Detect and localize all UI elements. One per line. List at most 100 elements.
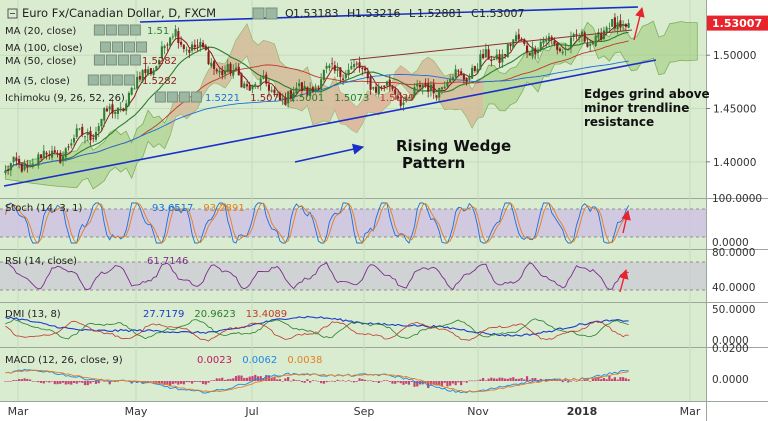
macd-hist-bar-161: [446, 381, 449, 387]
candle-body-183: [506, 43, 509, 58]
candle-body-143: [396, 96, 400, 99]
sub-legend-value-macd-1: 0.0062: [242, 355, 277, 366]
macd-hist-bar-215: [594, 377, 597, 381]
candle-118: [328, 63, 331, 72]
macd-hist-bar-147: [407, 381, 411, 385]
candle-144: [399, 92, 402, 110]
macd-hist-bar-19: [56, 381, 59, 385]
candle-body-66: [185, 49, 188, 51]
macd-hist-bar-165: [457, 381, 460, 383]
macd-hist-bar-189: [523, 379, 526, 381]
macd-hist-bar-182: [503, 378, 507, 381]
candle-body-129: [358, 62, 361, 68]
macd-hist-bar-13: [39, 381, 43, 383]
candle-128: [355, 61, 358, 67]
rsi_axis-tick-0: 80.0000: [712, 247, 755, 259]
macd-hist-bar-219: [605, 379, 608, 381]
macd-hist-bar-63: [177, 381, 180, 385]
stoch-panel: [0, 202, 706, 244]
rsi-band: [0, 262, 706, 290]
candle-136: [377, 82, 380, 98]
candle-body-10: [31, 163, 34, 165]
candle-214: [591, 40, 594, 45]
candle-57: [160, 41, 163, 60]
candle-body-27: [78, 128, 81, 130]
candle-body-101: [281, 98, 284, 100]
macd-hist-bar-89: [248, 376, 251, 381]
candle-body-134: [372, 87, 375, 89]
candle-80: [223, 65, 227, 80]
candle-86: [240, 72, 243, 88]
macd-hist-bar-8: [26, 378, 29, 381]
macd-hist-bar-30: [86, 381, 89, 386]
candle-146: [405, 94, 408, 103]
candle-92: [256, 85, 260, 90]
macd-hist-bar-145: [402, 381, 405, 385]
candle-body-34: [97, 126, 100, 132]
dmi-panel: [5, 315, 629, 342]
macd-hist-bar-119: [331, 380, 334, 382]
macd-hist-bar-142: [394, 381, 397, 384]
macd-hist-bar-74: [207, 381, 210, 383]
collapse-icon[interactable]: [7, 8, 18, 19]
macd-hist-bar-218: [602, 378, 606, 381]
candle-70: [196, 39, 199, 52]
candle-body-225: [622, 25, 625, 26]
candle-body-147: [407, 97, 411, 99]
candle-163: [451, 74, 454, 82]
sub-legend-value-macd-0: 0.0023: [197, 355, 232, 366]
candle-body-209: [578, 36, 581, 38]
candle-body-0: [4, 170, 7, 174]
candle-188: [520, 37, 523, 41]
candle-105: [292, 86, 295, 103]
macd-hist-bar-204: [564, 379, 567, 381]
candle-body-193: [534, 48, 537, 55]
candle-165: [457, 68, 460, 76]
candle-75: [210, 57, 213, 69]
eye-icon[interactable]: [252, 7, 265, 20]
candle-156: [432, 79, 435, 99]
sub-legend-name-macd: MACD (12, 26, close, 9): [5, 355, 123, 366]
macd-hist-bar-191: [528, 379, 531, 381]
candle-88: [245, 81, 249, 91]
candle-body-186: [515, 35, 518, 42]
candle-body-109: [303, 85, 306, 89]
settings-icon[interactable]: [265, 7, 278, 20]
ohlc-value-c: 1.53007: [479, 7, 525, 20]
macd-hist-bar-41: [116, 381, 120, 382]
macd-hist-bar-211: [583, 379, 586, 381]
candle-body-144: [399, 96, 402, 106]
macd-hist-bar-174: [482, 378, 485, 381]
candle-46: [130, 86, 133, 96]
candle-body-80: [223, 71, 227, 75]
macd-hist-bar-139: [385, 380, 389, 381]
candle-194: [536, 47, 540, 60]
macd-hist-bar-184: [509, 377, 512, 381]
candle-body-99: [276, 94, 279, 96]
candle-body-161: [446, 81, 449, 87]
candlestick-series[interactable]: [4, 13, 630, 177]
macd-hist-bar-59: [166, 381, 169, 385]
candle-51: [144, 63, 147, 78]
candle-body-119: [331, 63, 334, 65]
candle-body-141: [391, 87, 394, 89]
candle-224: [619, 14, 622, 32]
macd-hist-bar-33: [94, 381, 98, 384]
header-controls[interactable]: [252, 7, 278, 20]
macd-hist-bar-208: [575, 381, 578, 382]
candle-body-28: [81, 126, 84, 136]
macd-hist-bar-183: [506, 378, 509, 381]
candle-130: [361, 66, 364, 76]
candle-108: [300, 82, 303, 97]
candle-132: [366, 67, 369, 85]
macd-hist-bar-185: [512, 377, 515, 381]
candle-124: [344, 70, 347, 81]
candle-172: [476, 63, 479, 73]
candle-body-151: [418, 84, 422, 88]
cloud-bear-area-1: [334, 57, 484, 133]
candle-215: [594, 34, 597, 48]
candle-body-113: [314, 87, 317, 91]
candle-body-15: [45, 152, 48, 155]
legend-row-1: MA (100, close): [5, 41, 147, 54]
